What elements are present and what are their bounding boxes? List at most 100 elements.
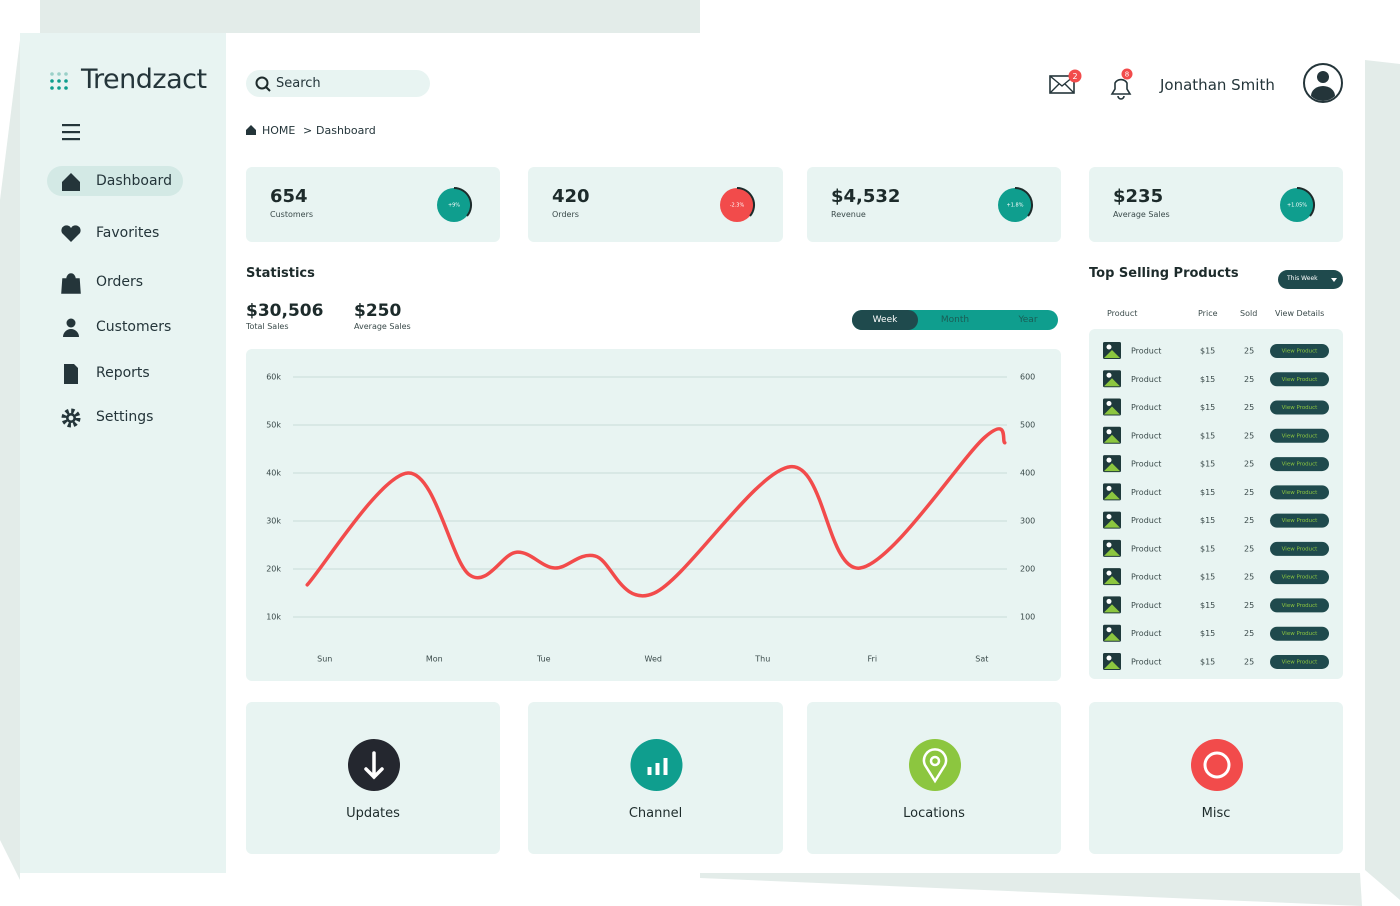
product-cell: Product xyxy=(1131,488,1161,497)
view-button[interactable] xyxy=(1270,541,1329,556)
product-thumb xyxy=(1106,570,1112,576)
home-icon xyxy=(246,125,256,135)
period-option[interactable]: Year xyxy=(1018,315,1038,325)
view-button-label[interactable]: View Product xyxy=(1282,462,1319,468)
nav-item[interactable]: Reports xyxy=(96,365,150,381)
view-button-label[interactable]: View Product xyxy=(1282,546,1319,552)
stat-change: +9% xyxy=(448,203,460,209)
product-thumb xyxy=(1104,519,1120,528)
y2-tick-label: 300 xyxy=(1020,517,1035,526)
breadcrumb-item[interactable]: HOME xyxy=(262,124,296,137)
menu-icon[interactable] xyxy=(62,124,80,127)
view-button-label[interactable]: View Product xyxy=(1282,490,1319,496)
view-button[interactable] xyxy=(1270,344,1329,358)
product-cell: $15 xyxy=(1200,488,1215,497)
view-button-label[interactable]: View Product xyxy=(1282,433,1319,439)
section-title: Statistics xyxy=(246,266,315,281)
nav-icon xyxy=(61,225,81,242)
view-button[interactable] xyxy=(1270,513,1329,528)
nav-icon xyxy=(63,329,79,337)
search-bar[interactable] xyxy=(246,70,430,97)
chart-panel xyxy=(246,349,1061,681)
user-name[interactable]: Jonathan Smith xyxy=(1160,76,1275,94)
product-cell: Product xyxy=(1131,460,1161,469)
breadcrumb-item: Dashboard xyxy=(316,124,376,137)
menu-icon[interactable] xyxy=(62,138,80,141)
period-active xyxy=(852,310,918,330)
view-button-label[interactable]: View Product xyxy=(1282,349,1319,355)
mail-icon[interactable] xyxy=(1049,75,1075,94)
nav-icon xyxy=(61,273,81,294)
bell-badge xyxy=(1121,68,1133,80)
nav-icon xyxy=(68,415,74,421)
product-cell: Product xyxy=(1131,516,1161,525)
stat-change: +1.8% xyxy=(1007,203,1024,209)
product-cell: 25 xyxy=(1244,516,1254,525)
logo: Trendzact xyxy=(81,64,207,95)
view-button-label[interactable]: View Product xyxy=(1282,405,1319,411)
menu-icon[interactable] xyxy=(62,131,80,134)
tile-label: Locations xyxy=(903,806,965,821)
view-button[interactable] xyxy=(1270,654,1329,669)
logo-dot xyxy=(64,86,68,90)
logo-dot xyxy=(50,79,54,83)
view-button-label[interactable]: View Product xyxy=(1282,377,1319,383)
view-button-label[interactable]: View Product xyxy=(1282,659,1319,665)
nav-item[interactable]: Settings xyxy=(96,409,154,425)
view-button[interactable] xyxy=(1270,372,1329,387)
product-thumb xyxy=(1104,378,1120,387)
summary-value: $250 xyxy=(354,301,402,321)
view-button[interactable] xyxy=(1270,570,1329,585)
logo-dot xyxy=(57,79,61,83)
summary-label: Average Sales xyxy=(354,322,411,331)
view-button[interactable] xyxy=(1270,457,1329,472)
y-tick-label: 10k xyxy=(266,613,281,622)
logo-dot xyxy=(64,79,68,83)
stat-value: $4,532 xyxy=(831,186,901,207)
x-tick-label: Tue xyxy=(536,655,551,664)
nav-item[interactable]: Orders xyxy=(96,274,144,290)
filter-dropdown[interactable] xyxy=(1278,270,1343,289)
nav-item[interactable]: Customers xyxy=(96,319,172,335)
product-cell: $15 xyxy=(1200,347,1215,356)
period-option[interactable]: Month xyxy=(940,315,970,325)
stat-ring-arc xyxy=(453,186,473,217)
view-button[interactable] xyxy=(1270,598,1329,613)
view-button-label[interactable]: View Product xyxy=(1282,631,1319,637)
period-option[interactable]: Week xyxy=(872,315,898,325)
view-button-label[interactable]: View Product xyxy=(1282,518,1319,524)
x-tick-label: Thu xyxy=(754,655,770,664)
view-button[interactable] xyxy=(1270,485,1329,500)
section-title: Top Selling Products xyxy=(1089,266,1239,281)
bell-badge-count: 8 xyxy=(1125,71,1129,79)
product-cell: Product xyxy=(1131,544,1161,553)
tile-label: Updates xyxy=(346,806,400,821)
nav-item[interactable]: Favorites xyxy=(96,225,160,241)
product-cell: Product xyxy=(1131,347,1161,356)
summary-label: Total Sales xyxy=(246,322,289,331)
x-tick-label: Sat xyxy=(975,655,988,664)
avatar xyxy=(1317,71,1329,83)
nav-icon xyxy=(62,173,80,191)
data-line xyxy=(305,427,1007,598)
column-header: Price xyxy=(1198,309,1218,318)
product-thumb xyxy=(1104,660,1120,669)
stat-value: 654 xyxy=(270,186,308,207)
mail-badge-count: 2 xyxy=(1072,72,1077,81)
view-button-label[interactable]: View Product xyxy=(1282,575,1319,581)
nav-item[interactable]: Dashboard xyxy=(96,173,172,189)
stat-ring xyxy=(998,188,1032,222)
logo-dot xyxy=(57,86,61,90)
product-thumb xyxy=(1104,350,1120,358)
view-button-label[interactable]: View Product xyxy=(1282,603,1319,609)
bell-icon[interactable] xyxy=(1110,78,1132,100)
y-tick-label: 20k xyxy=(266,565,281,574)
view-button[interactable] xyxy=(1270,428,1329,443)
view-button[interactable] xyxy=(1270,626,1329,641)
stat-label: Orders xyxy=(552,210,579,219)
product-thumb xyxy=(1106,514,1112,520)
view-button[interactable] xyxy=(1270,400,1329,415)
stat-label: Revenue xyxy=(831,210,866,219)
